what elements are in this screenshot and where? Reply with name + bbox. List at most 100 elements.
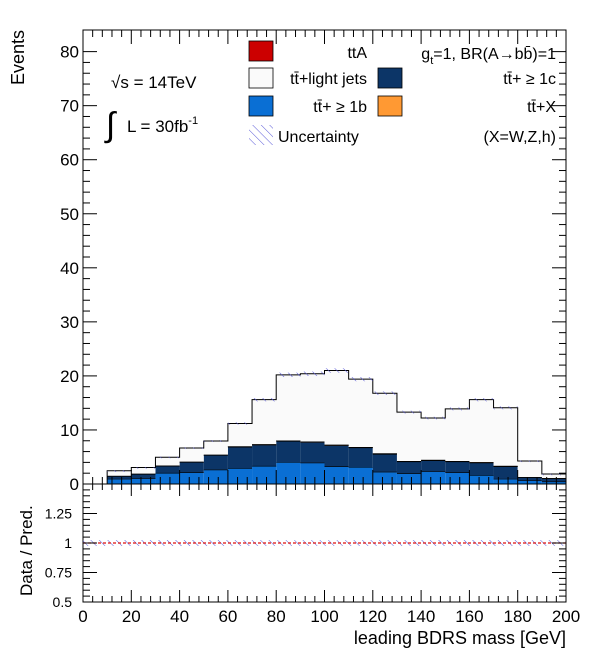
- x-tick-label: 140: [407, 607, 435, 626]
- legend-swatch-ttx: [377, 95, 403, 117]
- lumi-integral: ∫: [104, 106, 117, 144]
- legend-swatch-light-jets: [248, 67, 274, 89]
- uncertainty-segment: [396, 410, 422, 414]
- bar-segment: [445, 472, 470, 484]
- bar-segment: [276, 441, 301, 463]
- main-y-axis: 0 10 20 30 40 50 60 70 80: [60, 43, 566, 494]
- x-tick-label: 100: [310, 607, 338, 626]
- bar-segment: [517, 461, 542, 478]
- bar-segment: [155, 473, 180, 484]
- bar-segment: [227, 468, 253, 484]
- ratio-panel: 0.5 0.75 1 1.25 0 20 40 60 80 100 120 140 160 180 200…: [17, 483, 580, 648]
- bar-segment: [179, 472, 204, 484]
- bar-segment: [396, 473, 422, 484]
- bar-segment: [155, 457, 180, 466]
- bar-segment: [203, 469, 228, 484]
- x-tick-label: 200: [552, 607, 580, 626]
- bar-segment: [131, 474, 156, 479]
- uncertainty-segment: [203, 440, 228, 442]
- ratio-y-tick-label: 1.25: [45, 506, 72, 522]
- bar-segment: [469, 399, 494, 463]
- bar-segment: [372, 472, 397, 484]
- bar-segment: [324, 466, 349, 484]
- x-tick-label: 0: [78, 607, 87, 626]
- bar-segment: [227, 423, 253, 447]
- bar-segment: [372, 454, 397, 473]
- x-tick-label: 180: [504, 607, 532, 626]
- bar-segment: [493, 466, 518, 480]
- x-axis-label: leading BDRS mass [GeV]: [354, 628, 566, 648]
- legend-label-light-jets: tt̄+light jets: [290, 71, 367, 88]
- energy-label: √s = 14TeV: [111, 73, 197, 92]
- legend-swatch-1c: [377, 67, 403, 89]
- main-plot-panel: 0 10 20 30 40 50 60 70 80 Events: [8, 29, 567, 494]
- bar-segment: [372, 393, 397, 454]
- bar-segment: [252, 445, 277, 467]
- bar-segment: [517, 477, 542, 481]
- bar-segment: [227, 447, 253, 469]
- uncertainty-segment: [107, 470, 132, 472]
- bar-segment: [421, 418, 446, 461]
- legend-label-uncertainty: Uncertainty: [278, 129, 359, 146]
- bar-segment: [179, 448, 204, 463]
- bar-segment: [396, 461, 422, 474]
- y-tick-label: 30: [60, 313, 79, 332]
- legend-swatch-tta: [248, 40, 274, 62]
- x-tick-label: 80: [267, 607, 286, 626]
- y-tick-label: 80: [60, 43, 79, 62]
- x-tick-label: 40: [170, 607, 189, 626]
- x-tick-label: 60: [218, 607, 237, 626]
- ratio-x-axis: 0 20 40 60 80 100 120 140 160 180 200: [78, 484, 580, 626]
- uncertainty-segment: [276, 372, 301, 378]
- ratio-y-axis: 0.5 0.75 1 1.25: [45, 483, 566, 610]
- y-tick-label: 60: [60, 151, 79, 170]
- ratio-y-tick-label: 0.5: [53, 594, 73, 610]
- bar-segment: [107, 479, 132, 484]
- bar-segment: [324, 370, 349, 446]
- uncertainty-segment: [348, 377, 373, 382]
- bar-segment: [107, 476, 132, 480]
- y-tick-label: 40: [60, 259, 79, 278]
- uncertainty-segment: [324, 368, 349, 373]
- bar-segment: [396, 412, 422, 462]
- bar-segment: [155, 466, 180, 474]
- bar-segment: [276, 374, 301, 441]
- bar-segment: [493, 479, 518, 484]
- bar-segment: [469, 475, 494, 484]
- annotations: √s = 14TeV ∫ L = 30fb-1 gt=1, BR(A→bb̄)=…: [104, 46, 556, 146]
- uncertainty-segment: [469, 397, 494, 402]
- legend: ttA tt̄+light jets tt̄+ ≥ 1c tt̄+ ≥ 1b t…: [248, 40, 556, 146]
- y-tick-label: 70: [60, 97, 79, 116]
- bar-segment: [203, 455, 228, 470]
- legend-swatch-uncertainty: [249, 125, 273, 145]
- uncertainty-segment: [421, 416, 446, 420]
- y-tick-label: 50: [60, 205, 79, 224]
- bar-segment: [179, 462, 204, 473]
- bar-segment: [131, 478, 156, 484]
- x-tick-label: 160: [455, 607, 483, 626]
- uncertainty-segment: [445, 407, 470, 411]
- uncertainty-segment: [493, 406, 518, 410]
- lumi-label: L = 30fb-1: [127, 115, 198, 136]
- ratio-y-tick-label: 1: [64, 535, 72, 551]
- bar-segment: [493, 407, 518, 467]
- bar-segment: [445, 408, 470, 462]
- uncertainty-segment: [131, 467, 156, 469]
- stacked-bars: [107, 370, 566, 484]
- bar-segment: [300, 373, 325, 442]
- x-definition-label: (X=W,Z,h): [484, 129, 556, 146]
- uncertainty-segment: [252, 397, 277, 402]
- y-tick-label: 10: [60, 421, 79, 440]
- bar-segment: [541, 481, 566, 484]
- y-tick-label: 0: [70, 475, 79, 494]
- coupling-label: gt=1, BR(A→bb̄)=1: [421, 46, 556, 67]
- bar-segment: [252, 466, 277, 484]
- main-x-ticks: [82, 30, 567, 484]
- bar-segment: [300, 442, 325, 463]
- bar-segment: [348, 447, 373, 468]
- uncertainty-segment: [372, 391, 397, 396]
- uncertainty-segment: [517, 460, 542, 463]
- bar-segment: [469, 462, 494, 476]
- bar-segment: [541, 474, 566, 479]
